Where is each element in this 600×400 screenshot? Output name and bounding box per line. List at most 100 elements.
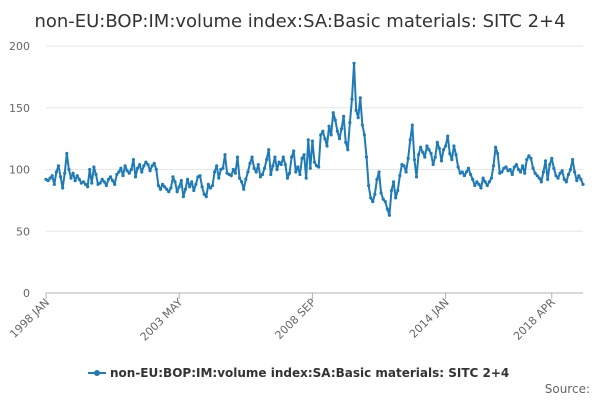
data-point: [508, 167, 512, 172]
data-point: [252, 166, 256, 170]
axis-layer: 0 50 100 150 200 1998 JAN 2003 MAY 2008 SEP 2014…: [7, 40, 558, 344]
legend-point-marker: [94, 370, 100, 376]
data-point: [350, 97, 354, 101]
data-point: [537, 176, 541, 180]
data-point: [58, 175, 63, 179]
data-point: [65, 151, 69, 156]
data-point: [302, 153, 306, 157]
data-point: [133, 175, 138, 179]
data-point: [179, 179, 183, 183]
data-point: [462, 174, 466, 178]
data-point: [152, 161, 156, 165]
data-point: [138, 162, 142, 167]
data-point: [581, 182, 585, 186]
data-point: [448, 151, 452, 156]
data-point: [460, 170, 464, 174]
data-point: [321, 129, 325, 133]
data-point: [260, 172, 265, 177]
legend-label: non-EU:BOP:IM:volume index:SA:Basic mate…: [110, 366, 509, 380]
data-point: [56, 164, 61, 168]
data-point: [108, 175, 113, 179]
data-point: [529, 156, 533, 160]
data-point: [71, 171, 75, 175]
data-point: [67, 167, 71, 172]
data-point: [360, 123, 364, 127]
data-point: [471, 177, 475, 181]
data-point: [98, 181, 102, 185]
data-point: [477, 182, 481, 186]
x-tick-label: 2018 APR: [511, 296, 558, 343]
data-point: [127, 171, 131, 175]
data-point: [481, 176, 485, 180]
data-point: [419, 145, 423, 149]
data-point: [242, 187, 246, 191]
data-point: [439, 159, 444, 163]
data-point: [90, 181, 94, 185]
data-point: [479, 186, 483, 190]
data-point: [281, 155, 285, 159]
data-point: [521, 164, 525, 168]
data-point: [279, 162, 283, 167]
data-point: [466, 166, 471, 170]
legend[interactable]: non-EU:BOP:IM:volume index:SA:Basic mate…: [88, 366, 509, 380]
data-point: [131, 158, 136, 162]
data-point: [500, 170, 504, 174]
data-point: [208, 186, 213, 190]
data-point: [210, 183, 215, 188]
data-point: [183, 187, 188, 191]
data-point: [331, 111, 335, 115]
data-point: [308, 166, 312, 170]
data-point: [396, 188, 400, 193]
data-point: [573, 170, 577, 174]
data-point: [173, 180, 177, 184]
data-point: [383, 200, 387, 204]
data-point: [117, 170, 121, 174]
data-point: [539, 180, 543, 184]
data-point: [375, 177, 379, 181]
data-point: [285, 176, 290, 180]
data-point: [83, 182, 88, 186]
data-point: [387, 213, 392, 217]
data-point: [81, 180, 86, 184]
data-point: [275, 167, 279, 172]
data-point: [115, 172, 119, 177]
data-point: [100, 177, 104, 181]
data-point: [212, 170, 217, 174]
data-point: [190, 180, 194, 184]
data-point: [433, 155, 437, 159]
data-point: [52, 182, 56, 186]
x-tick-label: 1998 JAN: [7, 296, 52, 341]
data-point: [404, 170, 408, 174]
data-point: [306, 138, 310, 142]
data-point: [323, 137, 327, 141]
data-point: [290, 155, 294, 159]
data-point: [356, 116, 360, 120]
data-point: [146, 162, 150, 167]
data-point: [550, 156, 554, 160]
data-point: [267, 148, 271, 152]
data-point: [523, 171, 527, 175]
data-point: [423, 155, 427, 159]
data-point: [217, 176, 221, 180]
data-point: [391, 180, 396, 184]
data-point: [446, 134, 450, 138]
data-point: [421, 150, 425, 154]
data-point: [535, 174, 539, 178]
data-point: [377, 170, 381, 174]
data-point: [346, 148, 350, 152]
data-point: [54, 170, 59, 174]
data-point: [246, 170, 250, 174]
data-point: [202, 192, 206, 196]
data-point: [381, 197, 385, 201]
data-point: [111, 179, 115, 183]
data-point: [194, 182, 198, 186]
data-point: [142, 164, 146, 168]
x-tick-label: 2014 JAN: [407, 296, 452, 341]
data-point: [61, 186, 65, 190]
data-point: [160, 182, 165, 186]
data-point: [231, 167, 235, 172]
data-point: [240, 180, 244, 184]
data-point: [491, 164, 496, 168]
data-point: [354, 108, 358, 112]
data-point: [475, 180, 479, 184]
